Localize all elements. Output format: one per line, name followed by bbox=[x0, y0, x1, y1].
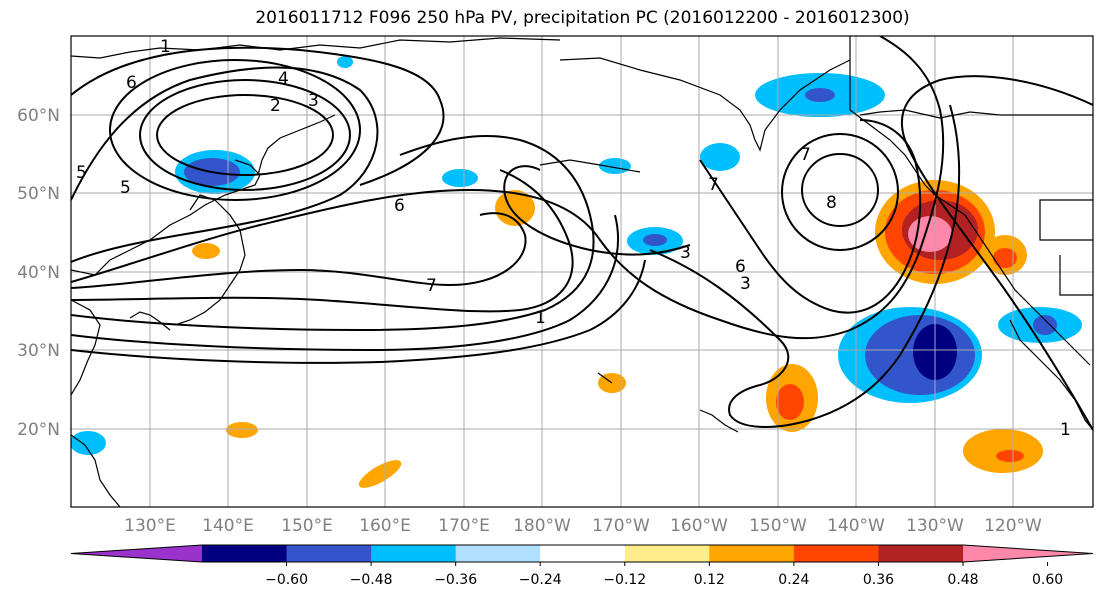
precip-blob-se-core bbox=[996, 450, 1024, 462]
lon-label-170w: 170°W bbox=[592, 516, 650, 536]
colorbar-segment bbox=[286, 545, 372, 562]
contour-label-3: 3 bbox=[308, 91, 319, 111]
lon-labels: 130°E 140°E 150°E 160°E 170°E 180°W 170°… bbox=[124, 516, 1042, 536]
contour-label-7-high: 7 bbox=[800, 145, 811, 165]
contour-high-7 bbox=[781, 133, 899, 251]
contour-label-7-mid: 7 bbox=[426, 276, 437, 296]
contour-label-5b: 5 bbox=[76, 163, 87, 183]
lat-label-40n: 40°N bbox=[17, 263, 60, 283]
lon-label-140e: 140°E bbox=[202, 516, 254, 536]
lat-label-50n: 50°N bbox=[17, 184, 60, 204]
precip-blob-aleut2 bbox=[599, 158, 631, 174]
lon-label-150w: 150°W bbox=[749, 516, 807, 536]
colorbar-tick-label: 0.48 bbox=[947, 572, 978, 588]
colorbar-segment bbox=[202, 545, 288, 562]
precip-blob-west-pac bbox=[495, 190, 535, 226]
contour-label-7-ak: 7 bbox=[708, 175, 719, 195]
precip-blob-small4 bbox=[337, 56, 353, 68]
lat-label-30n: 30°N bbox=[17, 341, 60, 361]
contour-hawaii-loop bbox=[649, 104, 961, 428]
colorbar-segment bbox=[709, 545, 795, 562]
contour-low-nw-2 bbox=[156, 94, 334, 176]
contour-label-1-mid: 1 bbox=[535, 308, 546, 328]
contour-7-b bbox=[71, 169, 574, 313]
lat-label-60n: 60°N bbox=[17, 106, 60, 126]
colorbar-tick-label: 0.60 bbox=[1032, 572, 1063, 588]
lon-label-170e: 170°E bbox=[438, 516, 490, 536]
colorbar-tick-label: 0.12 bbox=[694, 572, 725, 588]
contour-labels: 2 3 4 6 1 5 5 6 7 1 6 3 3 7 7 8 1 bbox=[76, 37, 1071, 440]
contour-high-8 bbox=[801, 153, 879, 227]
precip-blob-baja-core bbox=[1033, 315, 1057, 335]
colorbar-tick-label: −0.12 bbox=[603, 572, 646, 588]
contour-label-6-mid: 6 bbox=[394, 196, 405, 216]
contour-inner-3 bbox=[71, 259, 646, 364]
colorbar-segment bbox=[371, 545, 457, 562]
colorbar-extend-max bbox=[963, 545, 1093, 562]
colorbar-segment bbox=[624, 545, 710, 562]
colorbar-segment bbox=[540, 545, 626, 562]
precip-blob-ca-core bbox=[993, 248, 1017, 268]
lat-labels: 60°N 50°N 40°N 30°N 20°N bbox=[17, 106, 60, 440]
precip-blob-hawaii-core bbox=[776, 384, 804, 420]
contour-7-a bbox=[71, 212, 527, 289]
pv-contours bbox=[71, 36, 1093, 431]
lon-label-180w: 180°W bbox=[513, 516, 571, 536]
precip-blob-kam bbox=[442, 169, 478, 187]
colorbar-tick-label: 0.24 bbox=[778, 572, 809, 588]
plot-title: 2016011712 F096 250 hPa PV, precipitatio… bbox=[255, 8, 910, 28]
contour-1-b bbox=[71, 214, 619, 352]
colorbar-segment bbox=[793, 545, 879, 562]
contour-label-3-mid: 3 bbox=[680, 243, 691, 263]
lon-label-130e: 130°E bbox=[124, 516, 176, 536]
contour-label-6-east: 6 bbox=[735, 257, 746, 277]
colorbar-tick-label: 0.36 bbox=[863, 572, 894, 588]
contour-label-8: 8 bbox=[826, 193, 837, 213]
precip-blob-japan bbox=[192, 243, 220, 259]
colorbar-tick-label: −0.36 bbox=[434, 572, 477, 588]
precip-blob-small2 bbox=[226, 422, 258, 438]
colorbar-tick-label: −0.60 bbox=[265, 572, 308, 588]
lat-label-20n: 20°N bbox=[17, 420, 60, 440]
contour-6-b bbox=[71, 36, 945, 340]
coastlines bbox=[71, 36, 1093, 507]
precip-blob-aleut bbox=[700, 143, 740, 171]
colorbar-outline bbox=[70, 544, 1094, 563]
contour-label-3-east: 3 bbox=[740, 274, 751, 294]
contour-low-nw-4 bbox=[109, 59, 361, 201]
contour-label-6-nw: 6 bbox=[126, 73, 137, 93]
colorbar-segment bbox=[455, 545, 541, 562]
precip-blob-small3 bbox=[358, 460, 402, 488]
colorbar-extend-min bbox=[71, 545, 202, 562]
lon-label-160e: 160°E bbox=[359, 516, 411, 536]
precip-blob-ak-core bbox=[805, 88, 835, 102]
lon-label-160w: 160°W bbox=[670, 516, 728, 536]
colorbar-tick-label: −0.48 bbox=[350, 572, 393, 588]
precip-blob-midpac-core bbox=[643, 234, 667, 246]
lon-label-150e: 150°E bbox=[281, 516, 333, 536]
contour-label-1-top: 1 bbox=[160, 37, 171, 57]
map-frame bbox=[70, 35, 1094, 508]
lon-label-120w: 120°W bbox=[984, 516, 1042, 536]
contour-mid-loop bbox=[503, 165, 691, 256]
contour-label-4: 4 bbox=[278, 69, 289, 89]
contour-5 bbox=[71, 66, 379, 263]
contour-label-1-se: 1 bbox=[1060, 420, 1071, 440]
colorbar-segment bbox=[878, 545, 964, 562]
colorbar-tick-label: −0.24 bbox=[519, 572, 562, 588]
gridlines bbox=[71, 36, 1093, 507]
precip-blob-philippines bbox=[71, 431, 106, 455]
colorbar: −0.60 −0.48 −0.36 −0.24 −0.12 0.12 0.24 0.36 0.4… bbox=[70, 544, 1094, 588]
contour-1-main bbox=[71, 135, 595, 332]
contour-label-2: 2 bbox=[270, 96, 281, 116]
precip-shading bbox=[71, 56, 1082, 488]
contour-low-nw-3 bbox=[139, 79, 351, 191]
contour-far-right-1 bbox=[900, 75, 1093, 431]
lon-label-130w: 130°W bbox=[906, 516, 964, 536]
lon-label-140w: 140°W bbox=[827, 516, 885, 536]
contour-label-5: 5 bbox=[120, 178, 131, 198]
